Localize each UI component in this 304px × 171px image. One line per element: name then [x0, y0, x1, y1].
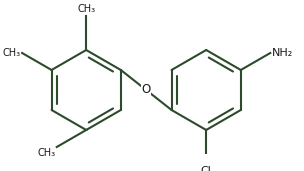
Text: O: O	[142, 83, 151, 96]
Text: CH₃: CH₃	[2, 48, 20, 58]
Text: NH₂: NH₂	[272, 48, 293, 58]
Text: Cl: Cl	[201, 166, 212, 171]
Text: CH₃: CH₃	[77, 4, 95, 14]
Text: CH₃: CH₃	[38, 148, 56, 158]
